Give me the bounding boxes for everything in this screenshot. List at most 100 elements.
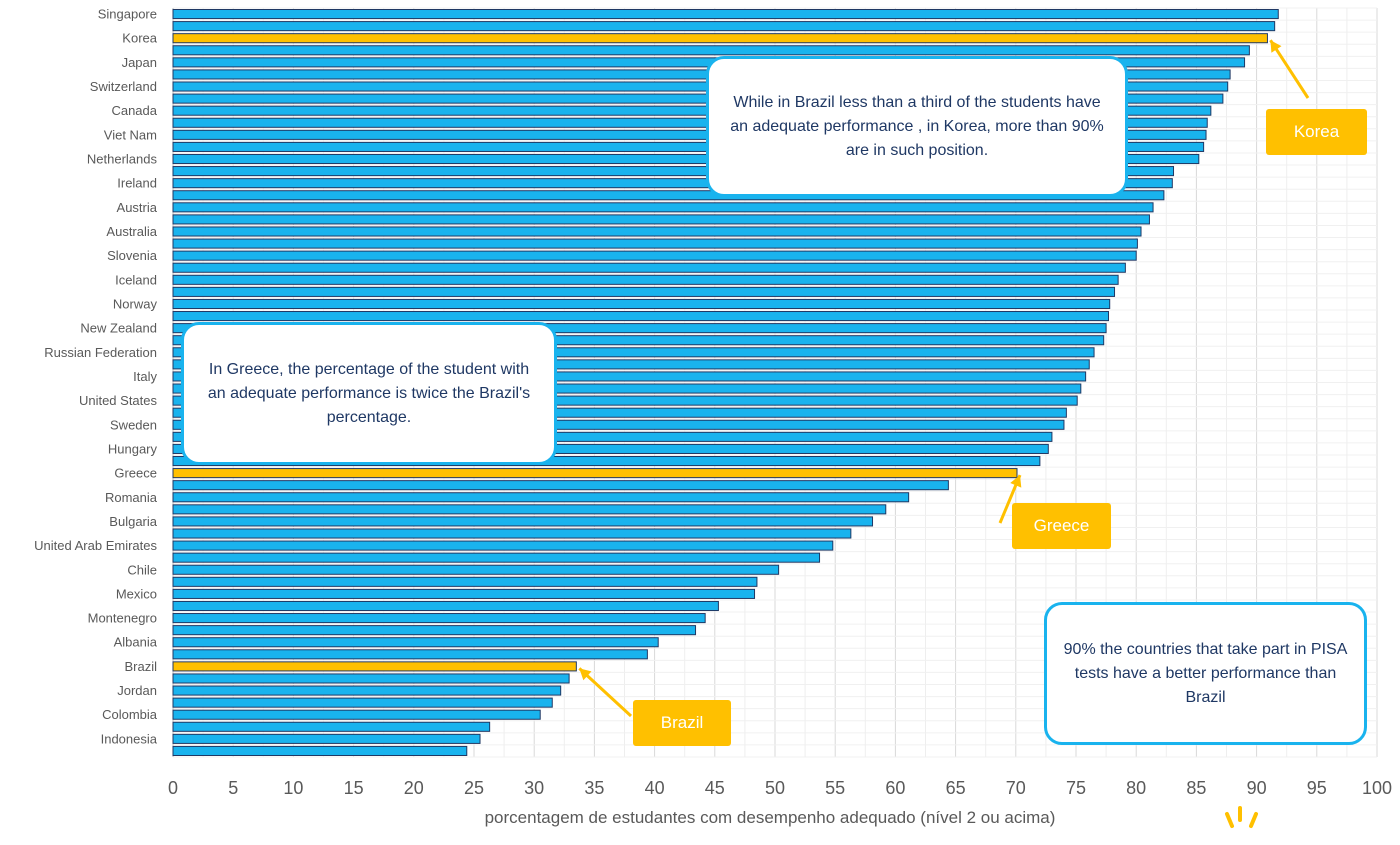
x-tick-label: 75 — [1066, 778, 1086, 798]
bar — [172, 69, 1231, 80]
bar — [172, 359, 1090, 370]
bar — [172, 141, 1205, 152]
bar — [172, 153, 1200, 165]
bar — [172, 190, 1165, 201]
bar — [172, 673, 570, 684]
category-label: Canada — [111, 103, 157, 118]
bar — [172, 528, 852, 539]
bar — [172, 419, 1065, 430]
category-label: Mexico — [116, 586, 157, 601]
category-label: Chile — [127, 562, 157, 577]
category-label: Bulgaria — [109, 514, 157, 529]
bar — [172, 347, 1095, 358]
bar — [172, 504, 887, 515]
greece-callout: In Greece, the percentage of the student… — [181, 322, 557, 465]
brazil-arrow — [578, 667, 633, 718]
bar — [172, 166, 1175, 177]
bar — [172, 600, 719, 612]
bar — [172, 395, 1078, 406]
x-tick-label: 25 — [464, 778, 484, 798]
bar — [172, 733, 481, 744]
category-label: Indonesia — [101, 731, 158, 746]
bar — [172, 588, 756, 599]
category-label: Norway — [113, 296, 158, 311]
bar — [172, 540, 834, 551]
x-tick-label: 10 — [283, 778, 303, 798]
korea-arrow — [1269, 39, 1310, 99]
bar — [172, 311, 1110, 322]
bar-greece — [172, 468, 1018, 479]
greece-arrow — [998, 474, 1022, 524]
bar — [172, 226, 1142, 237]
bar — [172, 685, 562, 696]
category-label: Viet Nam — [104, 127, 157, 142]
x-tick-label: 80 — [1126, 778, 1146, 798]
bar — [172, 516, 874, 527]
bar — [172, 613, 706, 624]
bar — [172, 371, 1087, 382]
bar — [172, 129, 1207, 140]
bar — [172, 480, 949, 491]
x-tick-label: 95 — [1307, 778, 1327, 798]
category-label: Australia — [106, 224, 157, 239]
korea-callout: While in Brazil less than a third of the… — [706, 56, 1128, 197]
bar — [172, 250, 1137, 261]
bar — [172, 335, 1105, 346]
bar — [172, 81, 1229, 92]
bar — [172, 721, 491, 732]
bar — [172, 178, 1173, 189]
category-label: Switzerland — [90, 79, 157, 94]
bar — [172, 93, 1224, 104]
bar — [172, 443, 1049, 454]
category-label: United States — [79, 393, 158, 408]
category-label: Iceland — [115, 272, 157, 287]
korea-tag: Korea — [1266, 109, 1367, 155]
category-label: Albania — [114, 635, 158, 650]
x-tick-label: 5 — [228, 778, 238, 798]
bar — [172, 9, 1279, 20]
category-label: United Arab Emirates — [34, 538, 157, 553]
bar — [172, 238, 1138, 249]
x-tick-label: 85 — [1186, 778, 1206, 798]
bar — [172, 202, 1154, 213]
bar — [172, 431, 1053, 442]
category-label: Italy — [133, 369, 157, 384]
bar — [172, 286, 1116, 297]
category-label: New Zealand — [80, 321, 157, 336]
pisa-callout: 90% the countries that take part in PISA… — [1044, 602, 1367, 745]
bar — [172, 649, 648, 660]
category-label: Montenegro — [88, 611, 157, 626]
x-tick-label: 15 — [344, 778, 364, 798]
bar — [172, 21, 1276, 32]
category-label: Korea — [122, 31, 157, 46]
brazil-tag: Brazil — [633, 700, 731, 746]
bar — [172, 709, 541, 720]
bar — [172, 455, 1041, 467]
bar — [172, 576, 758, 587]
category-label: Netherlands — [87, 152, 158, 167]
x-tick-label: 0 — [168, 778, 178, 798]
category-label: Jordan — [117, 683, 157, 698]
x-tick-label: 30 — [524, 778, 544, 798]
category-label: Austria — [117, 200, 158, 215]
x-tick-label: 70 — [1006, 778, 1026, 798]
x-tick-label: 20 — [404, 778, 424, 798]
x-tick-label: 45 — [705, 778, 725, 798]
category-label: Russian Federation — [44, 345, 157, 360]
x-tick-label: 90 — [1247, 778, 1267, 798]
bar — [172, 383, 1082, 394]
bar — [172, 117, 1208, 128]
category-label: Sweden — [110, 417, 157, 432]
category-label: Brazil — [124, 659, 157, 674]
bar — [172, 45, 1250, 56]
category-label: Colombia — [102, 707, 158, 722]
x-tick-label: 100 — [1362, 778, 1392, 798]
x-tick-label: 50 — [765, 778, 785, 798]
category-label: Japan — [122, 55, 157, 70]
category-label: Greece — [114, 466, 157, 481]
category-label: Ireland — [117, 176, 157, 191]
bar — [172, 274, 1119, 285]
bar — [172, 323, 1107, 334]
bar — [172, 492, 910, 503]
